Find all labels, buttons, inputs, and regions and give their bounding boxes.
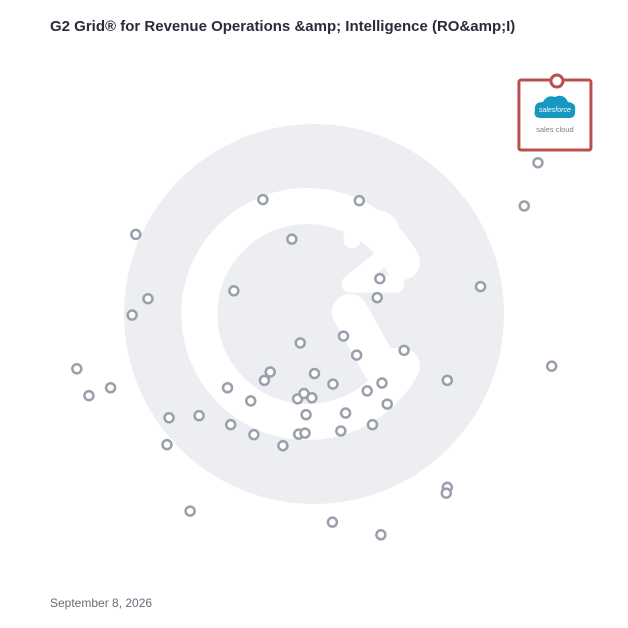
scatter-point-1[interactable]	[130, 228, 142, 241]
scatter-point-15[interactable]	[104, 382, 117, 394]
scatter-point-7[interactable]	[353, 194, 366, 207]
scatter-point-22[interactable]	[248, 428, 260, 441]
scatter-point-24[interactable]	[264, 366, 276, 378]
scatter-point-11[interactable]	[518, 200, 530, 212]
chart-title: G2 Grid® for Revenue Operations &amp; In…	[50, 18, 516, 35]
scatter-point-2[interactable]	[142, 292, 154, 305]
scatter-point-17[interactable]	[161, 438, 173, 451]
scatter-points	[71, 156, 558, 541]
scatter-point-34[interactable]	[327, 378, 339, 390]
scatter-point-42[interactable]	[366, 418, 379, 431]
scatter-point-48[interactable]	[184, 505, 196, 517]
scatter-point-14[interactable]	[83, 389, 95, 402]
salesforce-cloud-icon	[534, 95, 576, 119]
scatter-point-31[interactable]	[300, 408, 312, 421]
scatter-point-28[interactable]	[299, 427, 311, 439]
scatter-point-5[interactable]	[286, 233, 298, 245]
scatter-point-47[interactable]	[545, 360, 558, 372]
scatter-point-26[interactable]	[277, 439, 289, 452]
scatter-point-23[interactable]	[258, 374, 271, 387]
scatter-point-18[interactable]	[193, 409, 205, 422]
scatter-point-33[interactable]	[308, 367, 321, 380]
highlight-logo-label: salesforce	[539, 107, 571, 114]
scatter-point-25[interactable]	[294, 337, 307, 349]
scatter-point-44[interactable]	[441, 374, 454, 387]
scatter-point-4[interactable]	[257, 193, 269, 206]
scatter-point-9[interactable]	[371, 291, 383, 304]
scatter-point-40[interactable]	[376, 377, 388, 389]
watermark-2-shape	[341, 209, 405, 293]
scatter-point-32[interactable]	[306, 392, 318, 404]
scatter-point-46[interactable]	[440, 487, 452, 499]
scatter-point-35[interactable]	[337, 330, 350, 342]
scatter-point-36[interactable]	[350, 349, 363, 361]
highlight-marker[interactable]: salesforce sales cloud	[517, 73, 593, 152]
scatter-point-8[interactable]	[374, 272, 386, 285]
scatter-point-21[interactable]	[244, 395, 257, 407]
scatter-point-20[interactable]	[224, 418, 237, 431]
report-date: September 8, 2026	[50, 596, 153, 610]
scatter-point-38[interactable]	[339, 407, 352, 419]
highlight-point	[549, 73, 565, 89]
scatter-point-3[interactable]	[126, 309, 138, 321]
scatter-point-37[interactable]	[335, 425, 347, 437]
scatter-point-6[interactable]	[228, 285, 240, 297]
scatter-point-43[interactable]	[398, 344, 410, 357]
scatter-point-12[interactable]	[532, 156, 544, 169]
scatter-point-39[interactable]	[361, 385, 373, 397]
scatter-point-41[interactable]	[381, 398, 393, 410]
scatter-point-13[interactable]	[71, 363, 83, 375]
scatter-point-19[interactable]	[221, 382, 234, 394]
highlight-sublabel: sales cloud	[536, 125, 574, 134]
scatter-point-16[interactable]	[163, 412, 175, 424]
scatter-point-10[interactable]	[474, 280, 487, 293]
scatter-point-50[interactable]	[375, 529, 387, 541]
scatter-point-49[interactable]	[326, 516, 339, 528]
